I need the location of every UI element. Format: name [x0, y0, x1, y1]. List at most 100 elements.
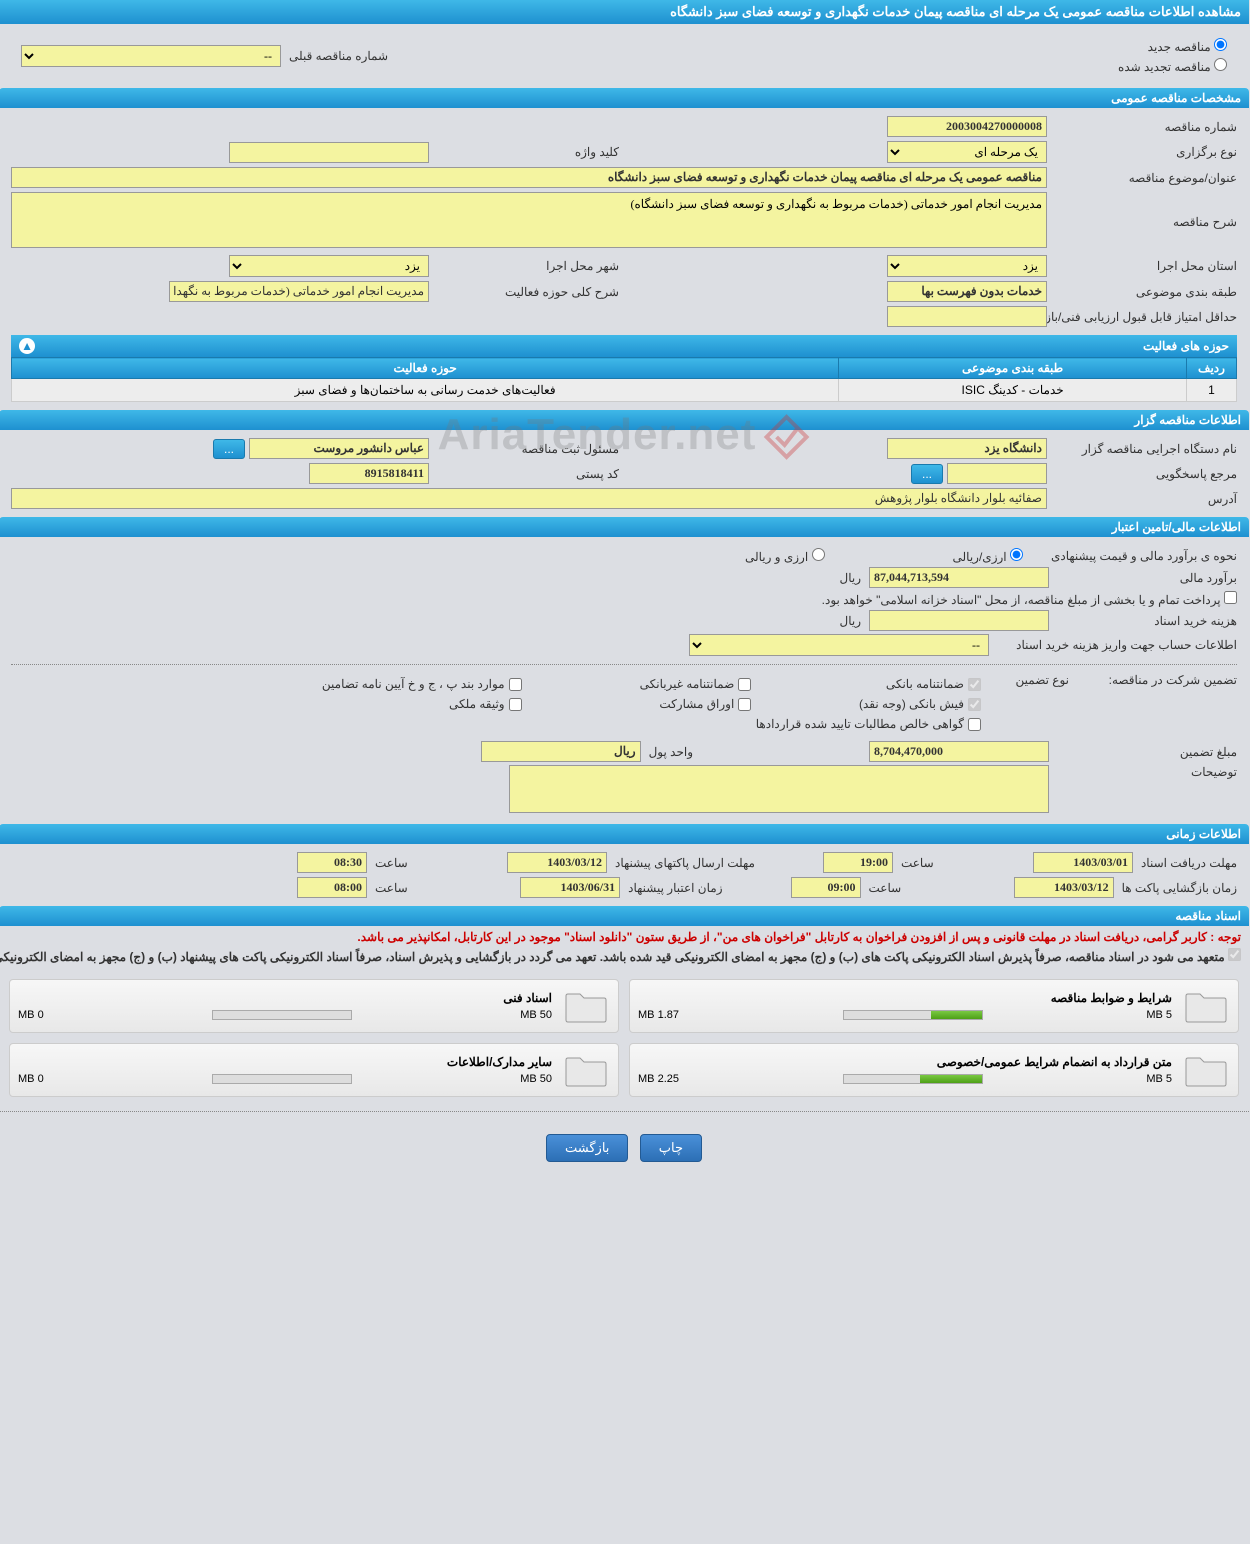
packet-deadline-date[interactable]: [508, 852, 608, 873]
section-general: مشخصات مناقصه عمومی: [0, 88, 1250, 108]
classification-input[interactable]: [888, 281, 1048, 302]
description-label: شرح مناقصه: [1058, 215, 1238, 229]
doc-fee-input[interactable]: [870, 610, 1050, 631]
doc-deadline-time[interactable]: [824, 852, 894, 873]
validity-label: زمان اعتبار پیشنهاد: [629, 881, 723, 895]
cb-clauses[interactable]: موارد بند پ ، ج و خ آیین نامه تضامین: [323, 677, 523, 691]
responder-more-button[interactable]: ...: [912, 464, 944, 484]
documents-red-note: توجه : کاربر گرامی، دریافت اسناد در مهلت…: [0, 926, 1250, 948]
min-score-input[interactable]: [888, 306, 1048, 327]
time-lbl-2: ساعت: [376, 856, 409, 870]
subject-label: عنوان/موضوع مناقصه: [1058, 171, 1238, 185]
doc-card: شرایط و ضوابط مناقصه 5 MB 1.87 MB: [630, 979, 1240, 1033]
organizer-form: نام دستگاه اجرایی مناقصه گزار مسئول ثبت …: [0, 430, 1250, 517]
folder-icon: [563, 1050, 611, 1090]
radio-renewed-tender[interactable]: مناقصه تجدید شده: [1119, 58, 1228, 74]
doc-deadline-label: مهلت دریافت اسناد: [1142, 856, 1238, 870]
treasury-checkbox[interactable]: پرداخت تمام و یا بخشی از مبلغ مناقصه، از…: [823, 591, 1238, 607]
progress-bar: [213, 1010, 353, 1020]
agreement-checkbox[interactable]: متعهد می شود در اسناد مناقصه، صرفاً پذیر…: [0, 950, 1242, 964]
packet-deadline-time[interactable]: [298, 852, 368, 873]
keyword-label: کلید واژه: [440, 145, 620, 159]
postal-code-input[interactable]: [310, 463, 430, 484]
guarantee-amount-label: مبلغ تضمین: [1058, 745, 1238, 759]
estimate-method-label: نحوه ی برآورد مالی و قیمت پیشنهادی: [1052, 549, 1238, 563]
notes-textarea[interactable]: [510, 765, 1050, 813]
financial-form: نحوه ی برآورد مالی و قیمت پیشنهادی ارزی/…: [0, 537, 1250, 824]
classification-label: طبقه بندی موضوعی: [1058, 285, 1238, 299]
holding-type-label: نوع برگزاری: [1058, 145, 1238, 159]
section-organizer: اطلاعات مناقصه گزار: [0, 410, 1250, 430]
button-row: چاپ بازگشت: [0, 1120, 1250, 1176]
province-label: استان محل اجرا: [1058, 259, 1238, 273]
keyword-input[interactable]: [230, 142, 430, 163]
cb-nonbank-guarantee[interactable]: ضمانتنامه غیربانکی: [553, 677, 753, 691]
back-button[interactable]: بازگشت: [547, 1134, 629, 1162]
responder-input[interactable]: [948, 463, 1048, 484]
org-name-input[interactable]: [888, 438, 1048, 459]
section-financial: اطلاعات مالی/تامین اعتبار: [0, 517, 1250, 537]
tender-number-input[interactable]: [888, 116, 1048, 137]
col-class: طبقه بندی موضوعی: [840, 358, 1188, 379]
currency-unit-input[interactable]: [482, 741, 642, 762]
validity-time[interactable]: [298, 877, 368, 898]
estimate-label: برآورد مالی: [1058, 571, 1238, 585]
rial-label-2: ریال: [840, 614, 862, 628]
doc-card: متن قرارداد به انضمام شرایط عمومی/خصوصی …: [630, 1043, 1240, 1097]
subject-input[interactable]: [12, 167, 1048, 188]
cb-bank-receipt[interactable]: فیش بانکی (وجه نقد): [782, 697, 982, 711]
opening-time[interactable]: [792, 877, 862, 898]
progress-bar: [844, 1074, 984, 1084]
documents-black-note: متعهد می شود در اسناد مناقصه، صرفاً پذیر…: [0, 948, 1250, 973]
page-title: مشاهده اطلاعات مناقصه عمومی یک مرحله ای …: [0, 0, 1250, 24]
time-lbl-3: ساعت: [870, 881, 903, 895]
currency-unit-label: واحد پول: [650, 745, 694, 759]
province-select[interactable]: یزد: [888, 255, 1048, 277]
cb-bank-guarantee[interactable]: ضمانتنامه بانکی: [782, 677, 982, 691]
cb-participation-papers[interactable]: اوراق مشارکت: [553, 697, 753, 711]
print-button[interactable]: چاپ: [641, 1134, 703, 1162]
packet-deadline-label: مهلت ارسال پاکتهای پیشنهاد: [616, 856, 756, 870]
doc-card: اسناد فنی 50 MB 0 MB: [10, 979, 620, 1033]
collapse-icon[interactable]: ▲: [20, 338, 36, 354]
opening-date[interactable]: [1015, 877, 1115, 898]
estimate-input[interactable]: [870, 567, 1050, 588]
time-lbl-1: ساعت: [902, 856, 935, 870]
progress-bar: [844, 1010, 984, 1020]
tender-number-label: شماره مناقصه: [1058, 120, 1238, 134]
radio-arzi-v-riali[interactable]: ارزی و ریالی: [746, 548, 826, 564]
registrar-label: مسئول ثبت مناقصه: [440, 442, 620, 456]
address-input[interactable]: [12, 488, 1048, 509]
section-timing: اطلاعات زمانی: [0, 824, 1250, 844]
deposit-account-select[interactable]: --: [690, 634, 990, 656]
doc-fee-label: هزینه خرید اسناد: [1058, 614, 1238, 628]
prev-tender-select[interactable]: --: [22, 45, 282, 67]
col-scope: حوزه فعالیت: [13, 358, 840, 379]
address-label: آدرس: [1058, 492, 1238, 506]
deposit-account-label: اطلاعات حساب جهت واریز هزینه خرید اسناد: [998, 638, 1238, 652]
city-label: شهر محل اجرا: [440, 259, 620, 273]
radio-new-tender[interactable]: مناقصه جدید: [1119, 38, 1228, 54]
folder-icon: [1183, 986, 1231, 1026]
registrar-more-button[interactable]: ...: [214, 439, 246, 459]
cb-confirmed-claims[interactable]: گواهی خالص مطالبات تایید شده قراردادها: [323, 717, 982, 731]
registrar-input[interactable]: [250, 438, 430, 459]
folder-icon: [1183, 1050, 1231, 1090]
bottom-divider: [0, 1111, 1250, 1112]
guarantee-amount-input[interactable]: [870, 741, 1050, 762]
description-textarea[interactable]: [12, 192, 1048, 248]
table-row: 1 خدمات - کدینگ ISIC فعالیت‌های خدمت رسا…: [13, 379, 1238, 402]
activity-scope-input[interactable]: [170, 281, 430, 302]
notes-label: توضیحات: [1058, 765, 1238, 779]
city-select[interactable]: یزد: [230, 255, 430, 277]
min-score-label: حداقل امتیاز قابل قبول ارزیابی فنی/بازرگ…: [1058, 310, 1238, 324]
doc-card: سایر مدارک/اطلاعات 50 MB 0 MB: [10, 1043, 620, 1097]
folder-icon: [563, 986, 611, 1026]
cb-property-pledge[interactable]: وثیقه ملکی: [323, 697, 523, 711]
doc-deadline-date[interactable]: [1034, 852, 1134, 873]
holding-type-select[interactable]: یک مرحله ای: [888, 141, 1048, 163]
activities-panel-header: حوزه های فعالیت ▲: [12, 335, 1238, 357]
time-lbl-4: ساعت: [376, 881, 409, 895]
radio-arzi-riali[interactable]: ارزی/ریالی: [954, 548, 1024, 564]
validity-date[interactable]: [521, 877, 621, 898]
